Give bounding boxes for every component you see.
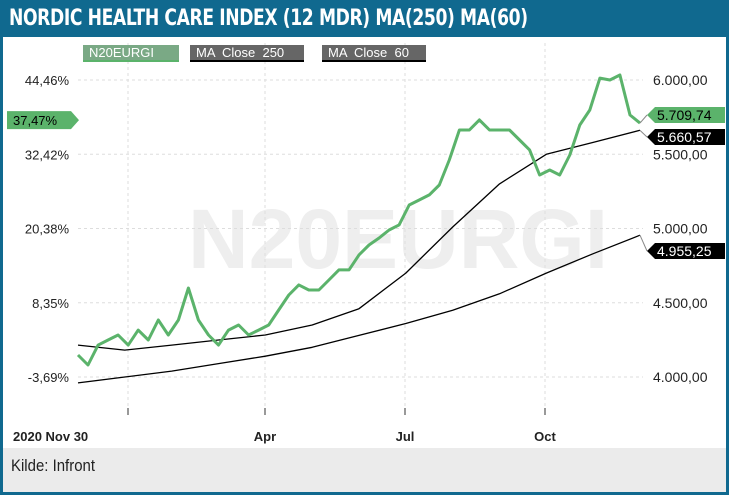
n20eurgi-last-label-leader [639, 114, 648, 124]
pct-tag-bg [7, 111, 79, 130]
right-axis-label: 6.000,00 [653, 72, 708, 88]
legend-ma60[interactable]: MA Close 60 [322, 45, 426, 62]
left-axis-label: 20,38% [25, 222, 70, 237]
left-axis-label: 8,35% [32, 296, 69, 311]
series-line-0 [76, 73, 641, 367]
footer: Kilde: Infront [3, 448, 726, 492]
watermark: N20EURGI [188, 192, 608, 286]
ma250-last-label: 4.955,25 [657, 243, 712, 259]
pct-tag-label: 37,47% [13, 113, 58, 128]
ma60-last-label-leader [639, 129, 648, 138]
n20eurgi-last-label: 5.709,74 [657, 107, 712, 123]
right-axis-label: 4.500,00 [653, 295, 708, 311]
title-bar: NORDIC HEALTH CARE INDEX (12 MDR) MA(250… [3, 3, 726, 37]
ma250-last-label-bg [647, 243, 725, 259]
left-axis-label: 32,42% [25, 147, 70, 162]
x-tick-label: Apr [254, 429, 276, 444]
source-label: Kilde: Infront [11, 456, 95, 475]
x-tick-label: Jul [396, 429, 415, 444]
right-axis-label: 5.000,00 [653, 221, 708, 237]
ma250-last-label-leader [639, 234, 648, 252]
right-axis-label: 5.500,00 [653, 146, 708, 162]
left-axis-label: 44,46% [25, 73, 70, 88]
chart-plot: N20EURGI 2020 Nov 30 Apr Jul Oct 6.000,00 5.50… [7, 43, 725, 444]
right-axis-label: 4.000,00 [653, 369, 708, 385]
ma60-last-label-bg [647, 129, 725, 145]
n20eurgi-last-label-bg [647, 107, 725, 123]
x-tick-label: 2020 Nov 30 [13, 429, 88, 444]
chart-title: NORDIC HEALTH CARE INDEX (12 MDR) MA(250… [9, 6, 528, 31]
x-tick-label: Oct [534, 429, 556, 444]
series-line-2 [77, 129, 641, 351]
series-line-1 [77, 234, 641, 384]
legend-n20eurgi[interactable]: N20EURGI [83, 45, 179, 62]
ma60-last-label: 5.660,57 [657, 129, 712, 145]
legend-ma250[interactable]: MA Close 250 [190, 45, 304, 62]
left-axis-label: -3,69% [28, 370, 70, 385]
